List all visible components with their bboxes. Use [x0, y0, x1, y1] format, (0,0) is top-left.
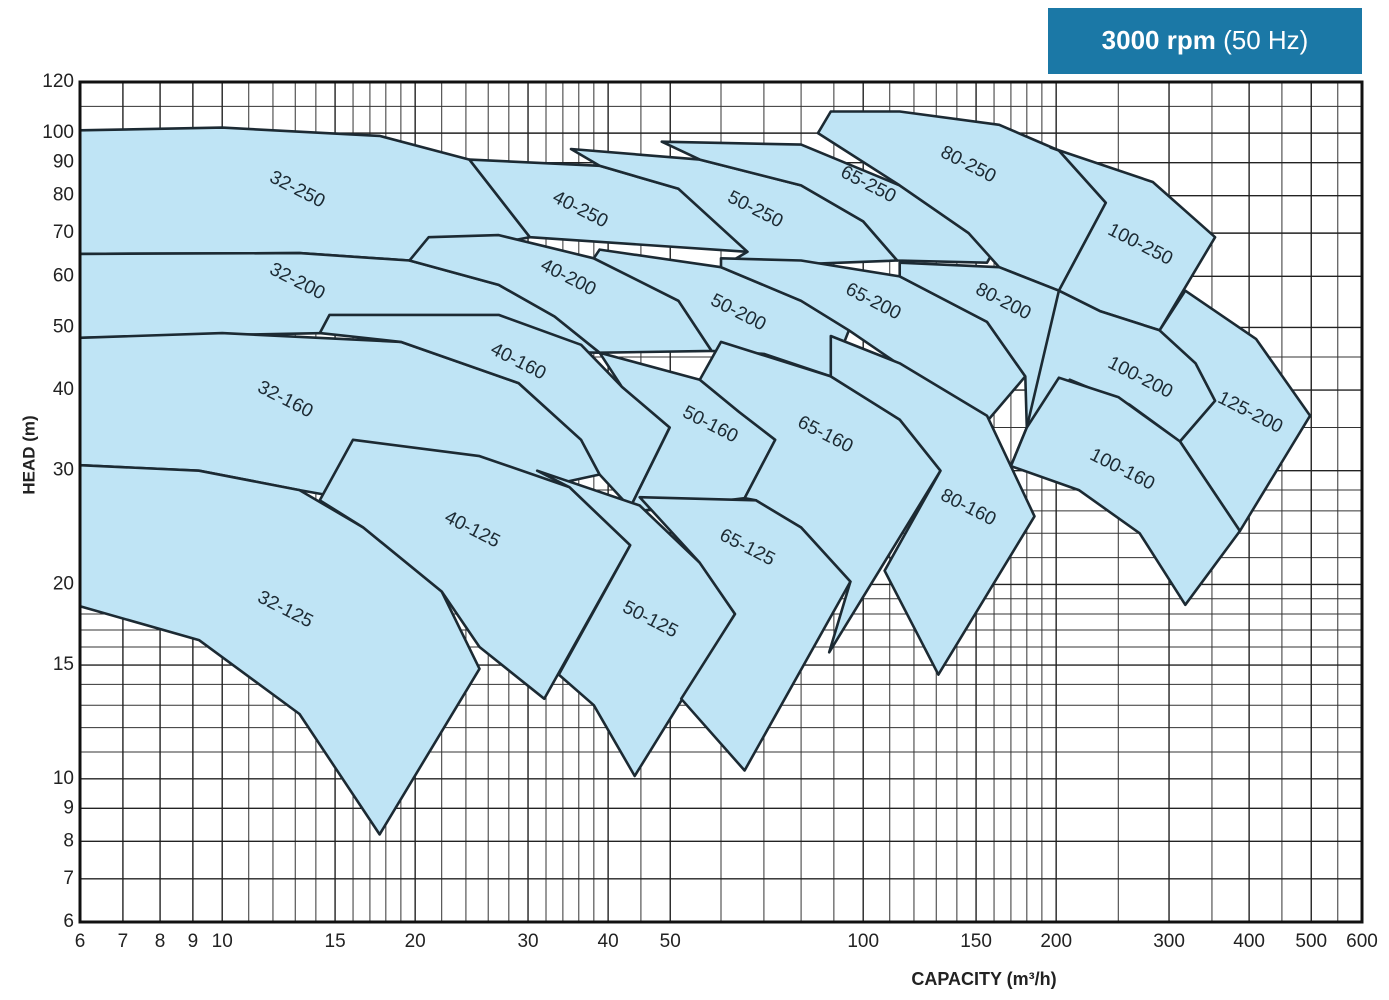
x-tick-label: 40: [598, 931, 619, 952]
x-tick-label: 15: [325, 931, 346, 952]
region: [318, 438, 632, 701]
y-tick-label: 20: [53, 573, 74, 594]
title-group: 3000 rpm (50 Hz): [1102, 25, 1309, 55]
region: [638, 495, 852, 772]
x-axis-label: CAPACITY (m³/h): [911, 969, 1056, 989]
x-tick-label: 30: [517, 931, 538, 952]
x-tick-label: 8: [155, 931, 166, 952]
plot-frame: [78, 80, 1364, 924]
x-tick-label: 10: [212, 931, 233, 952]
region: [1009, 376, 1242, 607]
x-tick-label: 600: [1346, 931, 1378, 952]
x-tick-label: 7: [118, 931, 129, 952]
y-tick-label: 9: [63, 797, 74, 818]
y-tick-label: 90: [53, 152, 74, 173]
title-badge: [1048, 8, 1362, 74]
y-tick-label: 40: [53, 379, 74, 400]
chart-subtitle: (50 Hz): [1223, 25, 1308, 55]
y-tick-label: 120: [42, 71, 74, 92]
y-tick-label: 80: [53, 185, 74, 206]
x-tick-label: 400: [1233, 931, 1265, 952]
x-tick-label: 9: [188, 931, 199, 952]
x-tick-label: 50: [660, 931, 681, 952]
y-tick-label: 70: [53, 222, 74, 243]
region: [535, 469, 737, 778]
x-tick-label: 300: [1153, 931, 1185, 952]
x-tick-label: 200: [1040, 931, 1072, 952]
y-tick-label: 8: [63, 830, 74, 851]
y-tick-label: 10: [53, 768, 74, 789]
y-tick-label: 15: [53, 654, 74, 675]
region: [318, 313, 671, 509]
y-tick-label: 100: [42, 122, 74, 143]
y-tick-label: 60: [53, 265, 74, 286]
x-tick-label: 100: [847, 931, 879, 952]
chart-title: 3000 rpm: [1102, 25, 1216, 55]
x-tick-label: 150: [960, 931, 992, 952]
y-tick-label: 6: [63, 911, 74, 932]
region: [78, 463, 481, 836]
y-axis-label: HEAD (m): [19, 415, 38, 494]
x-tick-label: 500: [1295, 931, 1327, 952]
y-tick-label: 50: [53, 316, 74, 337]
y-tick-label: 7: [63, 868, 74, 889]
x-tick-label: 6: [75, 931, 86, 952]
region: [660, 140, 1001, 264]
y-tick-label: 30: [53, 460, 74, 481]
region: [829, 334, 1036, 676]
x-tick-label: 20: [405, 931, 426, 952]
